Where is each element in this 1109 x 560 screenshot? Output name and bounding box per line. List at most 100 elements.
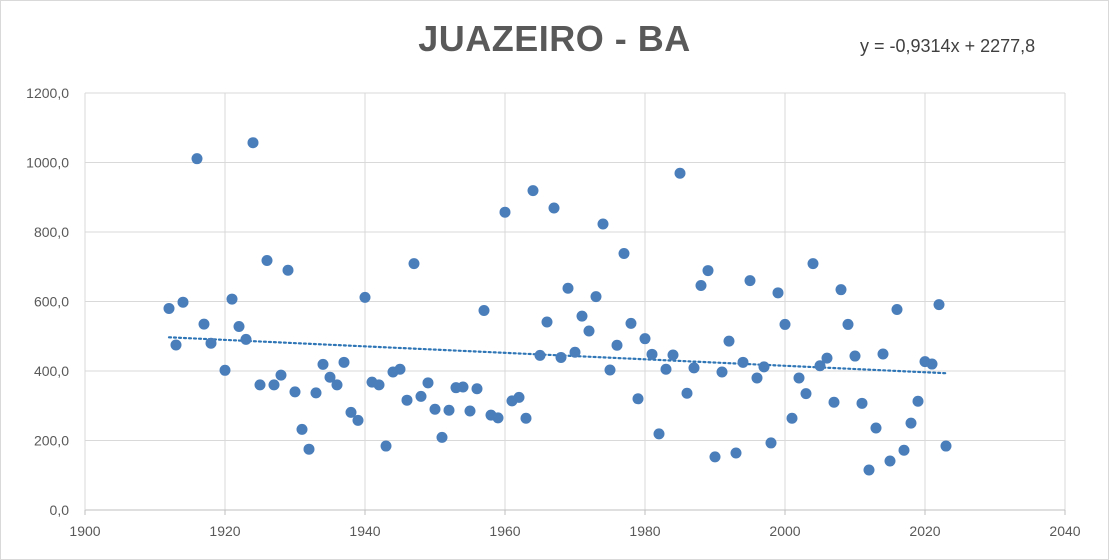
data-point bbox=[548, 202, 560, 214]
data-point bbox=[800, 388, 812, 400]
data-point bbox=[653, 428, 665, 440]
data-point bbox=[317, 358, 329, 370]
data-point bbox=[436, 431, 448, 443]
data-point bbox=[751, 372, 763, 384]
data-point bbox=[660, 363, 672, 375]
data-point bbox=[646, 348, 658, 360]
data-point bbox=[618, 248, 630, 260]
x-tick-label: 1920 bbox=[209, 523, 240, 539]
data-point bbox=[289, 386, 301, 398]
data-point bbox=[569, 346, 581, 358]
data-point bbox=[835, 284, 847, 296]
data-point bbox=[632, 393, 644, 405]
x-tick-label: 1940 bbox=[349, 523, 380, 539]
data-point bbox=[758, 361, 770, 373]
data-point bbox=[282, 264, 294, 276]
data-point bbox=[310, 387, 322, 399]
x-axis-ticks: 1900 1920 1940 1960 1980 2000 2020 2040 bbox=[69, 523, 1080, 539]
data-point bbox=[611, 339, 623, 351]
data-point bbox=[807, 258, 819, 270]
data-point bbox=[730, 447, 742, 459]
data-point bbox=[443, 404, 455, 416]
data-point bbox=[926, 358, 938, 370]
data-point bbox=[912, 395, 924, 407]
data-point bbox=[191, 153, 203, 165]
data-point bbox=[261, 254, 273, 266]
data-point bbox=[415, 390, 427, 402]
x-tick-label: 1980 bbox=[629, 523, 660, 539]
data-point bbox=[345, 406, 357, 418]
data-point bbox=[590, 291, 602, 303]
data-point bbox=[520, 412, 532, 424]
data-point bbox=[303, 443, 315, 455]
data-point bbox=[709, 451, 721, 463]
data-point bbox=[401, 394, 413, 406]
data-point bbox=[856, 397, 868, 409]
data-point bbox=[737, 356, 749, 368]
data-point bbox=[219, 364, 231, 376]
data-point bbox=[177, 296, 189, 308]
y-axis-ticks: 0,0 200,0 400,0 600,0 800,0 1000,0 1200,0 bbox=[26, 85, 69, 518]
axes bbox=[84, 93, 1066, 515]
data-point bbox=[849, 350, 861, 362]
data-point bbox=[562, 282, 574, 294]
x-tick-label: 2040 bbox=[1049, 523, 1080, 539]
data-point bbox=[254, 379, 266, 391]
data-point bbox=[394, 363, 406, 375]
data-point bbox=[240, 333, 252, 345]
data-point bbox=[331, 379, 343, 391]
data-point bbox=[870, 422, 882, 434]
data-point bbox=[380, 440, 392, 452]
data-point bbox=[534, 349, 546, 361]
data-point bbox=[233, 321, 245, 333]
data-point bbox=[226, 293, 238, 305]
data-point bbox=[688, 362, 700, 374]
data-point bbox=[163, 302, 175, 314]
data-point bbox=[604, 364, 616, 376]
data-point bbox=[324, 371, 336, 383]
chart-title: JUAZEIRO - BA bbox=[418, 18, 691, 59]
y-tick-label: 200,0 bbox=[34, 433, 69, 449]
data-point bbox=[940, 440, 952, 452]
data-point bbox=[464, 405, 476, 417]
data-point bbox=[429, 403, 441, 415]
data-point bbox=[527, 185, 539, 197]
x-tick-label: 1900 bbox=[69, 523, 100, 539]
data-point bbox=[639, 333, 651, 345]
data-point bbox=[681, 387, 693, 399]
data-point bbox=[877, 348, 889, 360]
data-point bbox=[905, 417, 917, 429]
data-point bbox=[674, 167, 686, 179]
data-point bbox=[359, 291, 371, 303]
data-point bbox=[268, 379, 280, 391]
data-point bbox=[457, 381, 469, 393]
data-point bbox=[793, 372, 805, 384]
y-tick-label: 1200,0 bbox=[26, 85, 69, 101]
data-point bbox=[170, 339, 182, 351]
y-tick-label: 1000,0 bbox=[26, 155, 69, 171]
data-point bbox=[492, 412, 504, 424]
data-point bbox=[702, 265, 714, 277]
data-point bbox=[296, 423, 308, 435]
data-point bbox=[408, 258, 420, 270]
data-point bbox=[555, 351, 567, 363]
data-point bbox=[478, 305, 490, 317]
data-point bbox=[891, 303, 903, 315]
data-point bbox=[772, 287, 784, 299]
data-point bbox=[275, 369, 287, 381]
data-point bbox=[842, 318, 854, 330]
x-tick-label: 2020 bbox=[909, 523, 940, 539]
data-point bbox=[786, 412, 798, 424]
data-point bbox=[765, 437, 777, 449]
y-tick-label: 600,0 bbox=[34, 294, 69, 310]
data-point bbox=[828, 396, 840, 408]
data-point bbox=[821, 352, 833, 364]
data-point bbox=[513, 391, 525, 403]
data-point bbox=[471, 383, 483, 395]
data-point bbox=[541, 316, 553, 328]
y-tick-label: 0,0 bbox=[50, 502, 70, 518]
data-point bbox=[625, 317, 637, 329]
data-point bbox=[884, 455, 896, 467]
data-point bbox=[205, 337, 217, 349]
